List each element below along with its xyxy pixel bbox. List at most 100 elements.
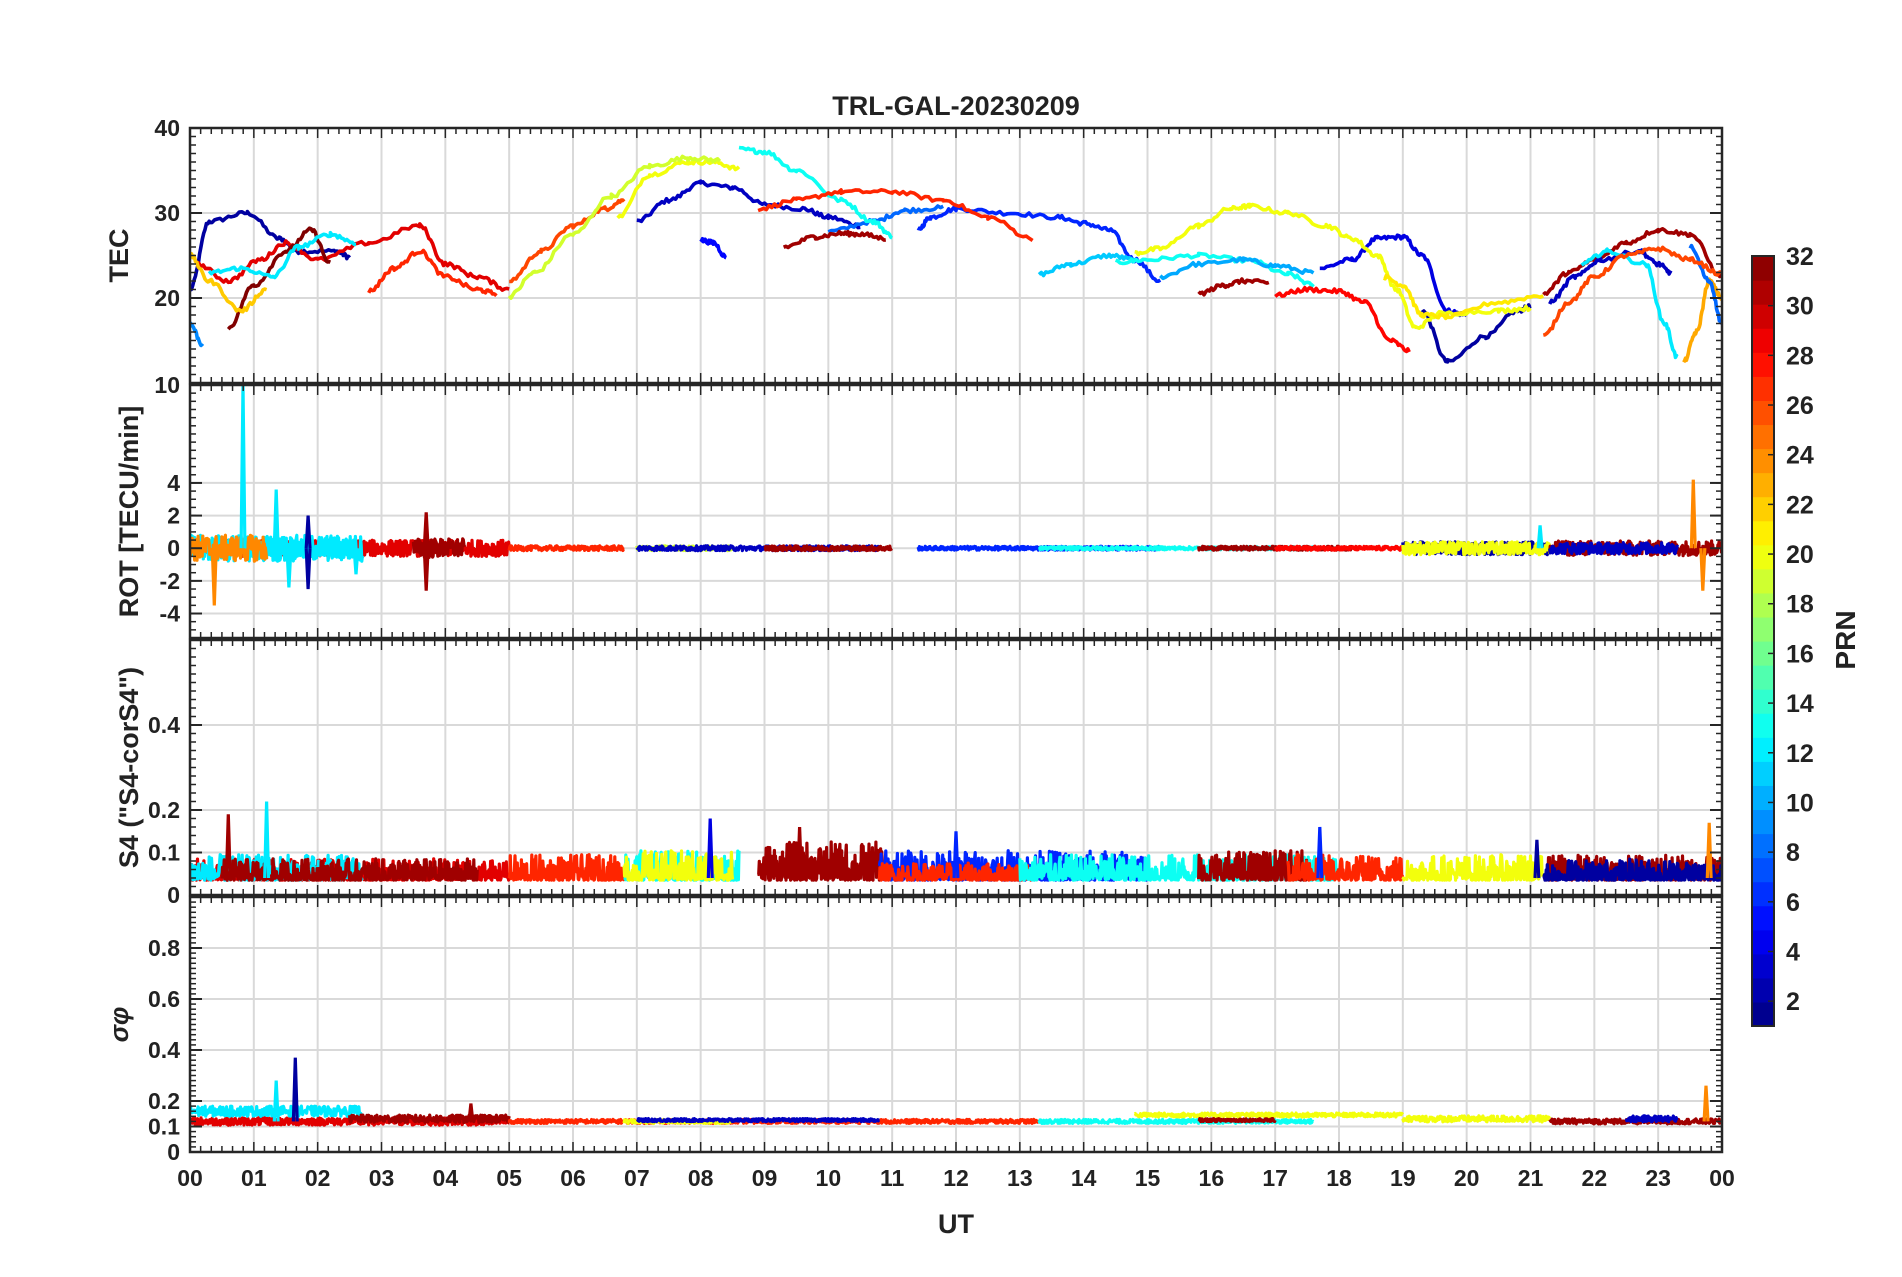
- colorbar-segment: [1752, 833, 1774, 859]
- tec-series-prn-28: [1274, 285, 1411, 354]
- tec-series-prn-13: [1114, 251, 1315, 288]
- sigma-series-prn-31: [1197, 1117, 1277, 1124]
- colorbar-tick-label: 4: [1786, 938, 1800, 966]
- tec-y-axis-label: TEC: [104, 229, 134, 283]
- rot-series-prn-27: [507, 544, 626, 553]
- rot-ytick-label: -4: [160, 601, 181, 627]
- tec-ytick-label: 40: [154, 115, 180, 141]
- x-tick-label: 23: [1645, 1165, 1671, 1191]
- s4-series-group: [190, 801, 1722, 882]
- x-tick-label: 19: [1390, 1165, 1416, 1191]
- rot-series-prn-12: [190, 533, 364, 563]
- tec-series-prn-19: [507, 154, 722, 300]
- x-tick-label: 09: [752, 1165, 778, 1191]
- colorbar-tick-label: 18: [1786, 591, 1814, 619]
- colorbar-segment: [1752, 1001, 1774, 1027]
- rot-ytick-label: -2: [160, 568, 180, 594]
- colorbar-segment: [1752, 328, 1774, 353]
- tec-series-prn-22: [190, 251, 268, 314]
- x-tick-label: 18: [1326, 1165, 1352, 1191]
- sigma-spike-prn-2: [291, 1057, 299, 1122]
- colorbar-segment: [1752, 400, 1774, 426]
- x-tick-label: 21: [1518, 1165, 1544, 1191]
- colorbar-segment: [1752, 953, 1774, 979]
- tec-series-prn-13: [738, 145, 893, 240]
- tec-ytick-label: 30: [154, 200, 180, 226]
- rot-series-prn-31: [763, 544, 894, 553]
- s4-ytick-label: 0.2: [148, 797, 180, 823]
- sigma-series-prn-20: [1133, 1111, 1405, 1119]
- x-tick-label: 16: [1199, 1165, 1225, 1191]
- rot-spike-prn-12: [1536, 525, 1544, 549]
- rot-spike-prn-24: [210, 548, 218, 606]
- colorbar-segment: [1752, 376, 1774, 401]
- tec-series-group: [190, 145, 1722, 364]
- colorbar-segment: [1752, 857, 1774, 883]
- x-tick-label: 07: [624, 1165, 650, 1191]
- colorbar-segment: [1752, 352, 1774, 377]
- tec-series-prn-3: [636, 179, 861, 230]
- rot-ytick-label: 2: [167, 503, 180, 529]
- colorbar-tick-label: 12: [1786, 740, 1814, 768]
- colorbar-segment: [1752, 737, 1774, 762]
- colorbar-segment: [1752, 809, 1774, 835]
- sigma-series-prn-20: [1401, 1114, 1552, 1124]
- sigma-ytick-label: 0.6: [148, 986, 180, 1012]
- s4-series-prn-31: [757, 840, 888, 882]
- s4-spike-prn-2: [1533, 839, 1541, 879]
- rot-ytick-label: 4: [167, 470, 180, 496]
- tec-series-prn-23: [1682, 277, 1722, 364]
- tec-series-prn-26: [509, 198, 626, 284]
- tec-series-prn-27: [757, 188, 1034, 243]
- x-tick-label: 06: [560, 1165, 586, 1191]
- colorbar-tick-label: 14: [1786, 690, 1814, 718]
- colorbar-segment: [1752, 881, 1774, 907]
- colorbar-tick-label: 26: [1786, 392, 1814, 420]
- x-tick-label: 00: [1709, 1165, 1735, 1191]
- sigma-spike-prn-12: [272, 1080, 280, 1122]
- x-tick-label: 22: [1582, 1165, 1608, 1191]
- tec-ytick-label: 20: [154, 285, 180, 311]
- x-tick-label: 13: [1007, 1165, 1033, 1191]
- tec-series-prn-12: [1580, 247, 1679, 360]
- tec-series-prn-8: [827, 204, 944, 234]
- rot-spike-prn-31: [422, 548, 430, 591]
- tec-series-prn-5: [699, 237, 728, 260]
- sigma-ytick-label: 0.1: [148, 1114, 180, 1140]
- sigma-spike-prn-31: [467, 1103, 475, 1122]
- tec-series-prn-12: [207, 230, 357, 280]
- rot-ytick-label: 10: [154, 372, 180, 398]
- x-axis-label: UT: [938, 1209, 974, 1239]
- sigma-ytick-label: 0.4: [148, 1037, 180, 1063]
- x-tick-label: 11: [880, 1165, 905, 1191]
- x-tick-label: 04: [433, 1165, 459, 1191]
- colorbar-tick-label: 6: [1786, 889, 1800, 917]
- x-tick-label: 14: [1071, 1165, 1097, 1191]
- colorbar-segment: [1752, 280, 1774, 305]
- colorbar-segment: [1752, 641, 1774, 666]
- x-tick-label: 03: [369, 1165, 395, 1191]
- colorbar-segment: [1752, 472, 1774, 498]
- rot-series-prn-3: [1548, 541, 1679, 556]
- rot-spike-prn-24: [1699, 548, 1707, 591]
- colorbar-segment: [1752, 520, 1774, 546]
- colorbar-tick-label: 28: [1786, 342, 1814, 370]
- rot-ytick-label: 0: [167, 535, 180, 561]
- x-tick-label: 20: [1454, 1165, 1480, 1191]
- rot-spike-prn-12: [272, 489, 280, 549]
- x-tick-label: 02: [305, 1165, 331, 1191]
- tec-series-prn-31: [1542, 227, 1722, 296]
- colorbar-segment: [1752, 448, 1774, 474]
- x-tick-label: 10: [816, 1165, 842, 1191]
- tec-series-prn-31: [782, 229, 886, 250]
- s4-y-axis-label: S4 ("S4-corS4"): [114, 667, 144, 868]
- x-tick-label: 17: [1262, 1165, 1288, 1191]
- colorbar-segment: [1752, 689, 1774, 714]
- colorbar-tick-label: 16: [1786, 640, 1814, 668]
- tec-series-prn-26: [1542, 245, 1722, 337]
- tec-series-prn-11: [1037, 252, 1137, 278]
- sigma-series-prn-31: [348, 1113, 511, 1125]
- colorbar-segment: [1752, 496, 1774, 522]
